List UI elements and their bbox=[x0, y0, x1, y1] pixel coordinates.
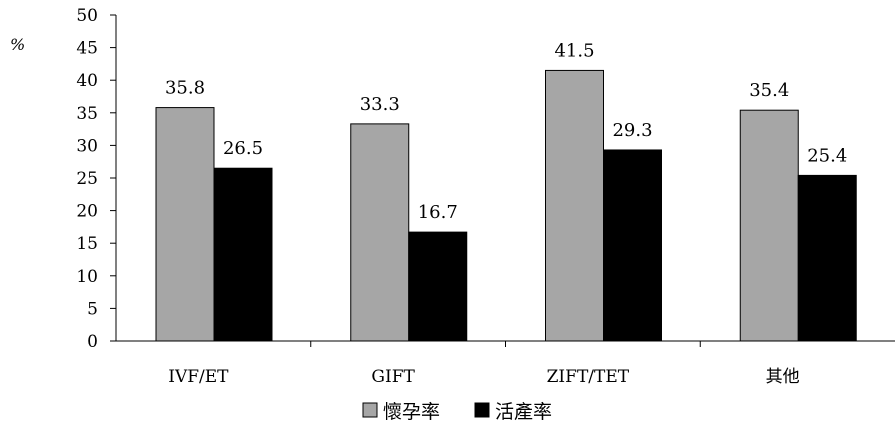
y-tick-label: 45 bbox=[76, 39, 98, 59]
bar-livebirth-3 bbox=[797, 174, 857, 342]
category-label: GIFT bbox=[371, 367, 415, 387]
bar-pregnancy-2 bbox=[545, 69, 604, 342]
data-labels: 35.8 26.5 33.3 16.7 41.5 29.3 35.4 25.4 bbox=[165, 40, 847, 223]
data-label: 35.4 bbox=[749, 80, 789, 101]
bar-livebirth-2 bbox=[603, 149, 662, 342]
category-labels: IVF/ET GIFT ZIFT/TET 其他 bbox=[168, 367, 799, 387]
bar-pregnancy-1 bbox=[350, 123, 410, 342]
y-tick-label: 5 bbox=[87, 299, 98, 319]
y-tick-label: 40 bbox=[76, 71, 98, 91]
y-tick-label: 0 bbox=[87, 332, 98, 352]
category-label: 其他 bbox=[766, 367, 800, 387]
y-tick-label: 20 bbox=[76, 202, 98, 222]
legend-swatch bbox=[362, 402, 378, 418]
y-axis-ticks: 0 5 10 15 20 25 30 35 40 45 50 bbox=[76, 6, 116, 352]
bar-marks bbox=[155, 69, 857, 342]
y-tick-label: 50 bbox=[76, 6, 98, 26]
y-tick-label: 35 bbox=[76, 104, 98, 124]
y-tick-label: 25 bbox=[76, 169, 98, 189]
data-label: 33.3 bbox=[360, 94, 400, 115]
legend-label: 活產率 bbox=[495, 401, 552, 423]
data-label: 16.7 bbox=[418, 202, 458, 223]
category-label: IVF/ET bbox=[168, 367, 229, 387]
y-unit-label: % bbox=[10, 35, 25, 54]
bar-livebirth-1 bbox=[408, 231, 468, 342]
y-tick-label: 15 bbox=[76, 234, 98, 254]
y-tick-label: 10 bbox=[76, 267, 98, 287]
category-label: ZIFT/TET bbox=[547, 367, 630, 387]
bar-pregnancy-3 bbox=[739, 109, 799, 342]
data-label: 29.3 bbox=[612, 120, 652, 141]
data-label: 25.4 bbox=[807, 145, 847, 166]
data-label: 41.5 bbox=[554, 40, 594, 61]
bar-pregnancy-0 bbox=[155, 107, 215, 342]
legend: 懷孕率 活產率 bbox=[362, 401, 552, 423]
y-tick-label: 30 bbox=[76, 136, 98, 156]
bar-livebirth-0 bbox=[213, 167, 273, 342]
legend-label: 懷孕率 bbox=[383, 401, 440, 423]
data-label: 35.8 bbox=[165, 78, 205, 99]
legend-swatch bbox=[474, 402, 490, 418]
data-label: 26.5 bbox=[223, 138, 263, 159]
